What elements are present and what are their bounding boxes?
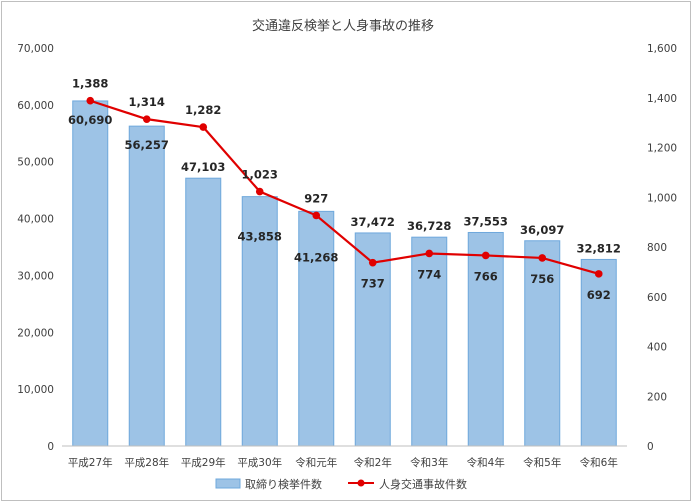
x-tick-label: 平成30年 [237,456,282,469]
bar-data-label: 43,858 [238,230,282,244]
right-tick-label: 600 [647,292,667,304]
line-point [255,187,264,196]
x-tick-label: 令和6年 [580,456,618,469]
x-axis: 平成27年 平成28年 平成29年 平成30年 令和元年 令和2年 令和3年 令和4年 令和5年… [62,445,627,469]
left-tick-label: 30,000 [17,270,54,282]
right-tick-label: 0 [647,441,654,453]
bar [128,125,165,447]
right-tick-label: 1,000 [647,192,677,204]
legend-label-line: 人身交通事故件数 [379,477,467,491]
line-data-label: 774 [417,267,441,281]
line-point [594,270,603,278]
bar [185,177,222,447]
bar-data-label: 32,812 [577,241,621,255]
chart-title: 交通違反検挙と人身事故の推移 [252,18,434,34]
left-tick-label: 20,000 [17,327,54,339]
bar-data-label: 36,097 [520,223,564,237]
right-tick-label: 800 [647,242,667,254]
right-tick-label: 1,200 [647,143,677,155]
x-tick-label: 平成27年 [68,456,113,469]
x-tick-label: 令和3年 [410,456,448,469]
line-data-label: 1,388 [72,77,108,91]
x-tick-label: 令和2年 [354,456,392,469]
line-data-label: 756 [530,272,554,286]
bar [524,240,561,447]
bar-data-label: 60,690 [68,113,112,127]
right-tick-label: 1,600 [647,43,677,55]
bar-data-label: 36,728 [407,219,451,233]
legend-swatch-bars [215,478,241,489]
bar-data-label: 37,472 [351,215,395,229]
x-tick-label: 平成29年 [181,456,226,469]
bar-data-label: 37,553 [464,214,508,228]
legend: 取締り検挙件数 人身交通事故件数 [215,477,467,491]
bar-data-label: 56,257 [125,138,169,152]
line-path [89,99,600,275]
bar [411,236,448,447]
line-data-label: 1,314 [129,95,165,109]
bar-data-label: 47,103 [181,160,225,174]
left-tick-label: 70,000 [17,43,54,55]
line-point [86,96,95,105]
legend-swatch-marker [357,479,365,487]
left-axis: 0 10,000 20,000 30,000 40,000 50,000 60,000 70,… [17,43,54,453]
x-tick-label: 令和4年 [467,456,505,469]
line-data-label: 692 [587,288,611,302]
left-tick-label: 10,000 [17,384,54,396]
bar [580,258,617,447]
x-tick-label: 平成28年 [124,456,169,469]
left-tick-label: 60,000 [17,100,54,112]
right-tick-label: 1,400 [647,93,677,105]
line-data-label: 927 [304,191,328,205]
left-tick-label: 50,000 [17,157,54,169]
left-tick-label: 0 [47,441,54,453]
left-tick-label: 40,000 [17,214,54,226]
line-point [312,211,321,220]
right-tick-label: 200 [647,391,667,403]
bar [467,231,504,447]
line-data-label: 766 [474,269,498,283]
line-data-label: 1,023 [242,168,278,182]
bar [298,210,335,447]
data-labels: 60,690 56,257 47,103 43,858 41,268 37,472 36,7… [68,77,621,302]
line-data-label: 737 [361,277,385,291]
line-point [142,115,151,123]
x-tick-label: 令和元年 [295,456,337,469]
line-point [538,254,547,262]
x-tick-label: 令和5年 [523,456,561,469]
bar [72,100,109,447]
line-point [481,251,490,260]
right-tick-label: 400 [647,342,667,354]
bar-data-label: 41,268 [294,250,338,264]
line-point [425,249,434,258]
line-point [199,123,208,131]
right-axis: 0 200 400 600 800 1,000 1,200 1,400 1,600 [647,43,677,453]
line-point [368,258,377,267]
legend-label-bars: 取締り検挙件数 [245,477,322,491]
bar-series [72,100,617,447]
line-data-label: 1,282 [185,103,221,117]
line-series [86,96,603,278]
